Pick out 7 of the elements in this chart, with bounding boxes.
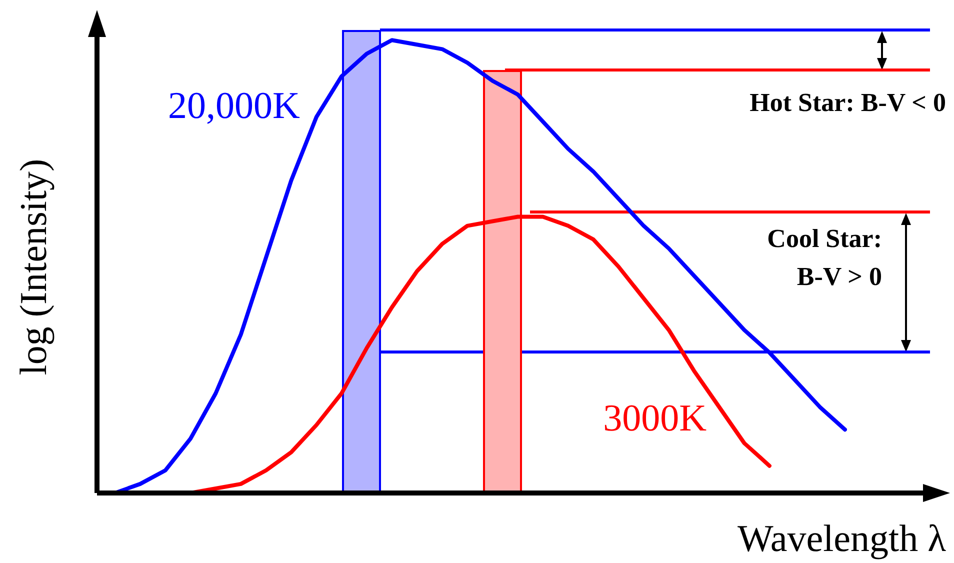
annotation: Cool Star: bbox=[767, 224, 882, 254]
y-axis-title: log (Intensity) bbox=[12, 158, 56, 378]
annotation: B-V > 0 bbox=[796, 262, 882, 292]
annotation: Hot Star: B-V < 0 bbox=[750, 88, 946, 118]
x-axis-title: Wavelength λ bbox=[738, 517, 946, 561]
series-label: 20,000K bbox=[168, 85, 301, 128]
series-label: 3000K bbox=[603, 398, 708, 440]
